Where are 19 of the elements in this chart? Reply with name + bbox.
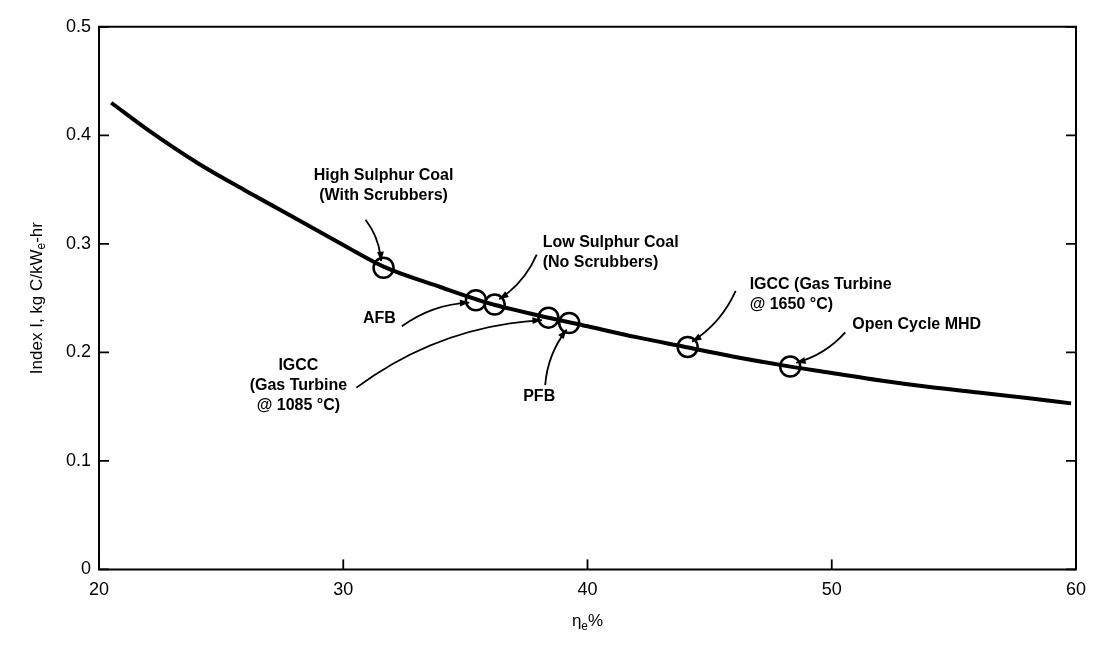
annotation: High Sulphur Coal (With Scrubbers) <box>313 166 454 204</box>
y-tick-label: 0.1 <box>65 449 92 470</box>
annotation: Low Sulphur Coal (No Scrubbers) <box>542 233 679 271</box>
y-tick-label: 0.2 <box>65 341 92 362</box>
annotation: PFB <box>523 387 556 405</box>
y-tick-label: 0.5 <box>65 15 92 36</box>
annotation: Open Cycle MHD <box>852 314 982 332</box>
annotation: AFB <box>363 308 396 326</box>
y-axis-title: Index I, kg C/kWe-hr <box>26 221 49 375</box>
x-tick-label: 20 <box>89 579 110 600</box>
annotation: IGCC (Gas Turbine @ 1085 °C) <box>249 356 348 414</box>
y-tick-label: 0.3 <box>65 232 92 253</box>
x-tick-label: 60 <box>1065 579 1086 600</box>
x-tick-label: 50 <box>821 579 842 600</box>
y-tick-label: 0 <box>81 558 92 579</box>
x-tick-label: 40 <box>577 579 598 600</box>
y-tick-label: 0.4 <box>65 124 92 145</box>
x-tick-label: 30 <box>333 579 354 600</box>
annotation: IGCC (Gas Turbine @ 1650 °C) <box>749 275 892 313</box>
